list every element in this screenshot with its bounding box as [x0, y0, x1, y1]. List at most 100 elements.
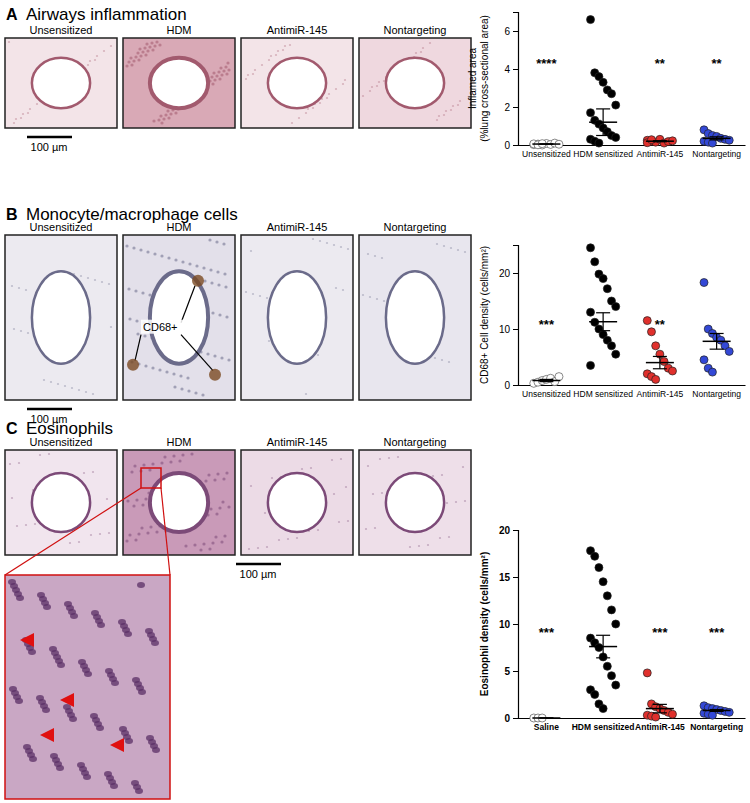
cell-nucleus: [97, 622, 105, 628]
tissue-speckle: [48, 453, 50, 455]
tissue-speckle: [172, 454, 175, 457]
tissue-speckle: [312, 107, 314, 109]
tissue-speckle: [224, 285, 227, 288]
data-point: [591, 691, 599, 699]
plot-marks: [530, 547, 733, 722]
tissue-speckle: [383, 300, 385, 302]
tissue-speckle: [338, 521, 340, 523]
data-point: [725, 136, 733, 144]
tissue-speckle: [222, 242, 225, 245]
tissue-speckle: [342, 289, 344, 291]
y-tick-mark: [513, 145, 518, 146]
tissue-speckle: [227, 68, 230, 71]
tissue-speckle: [226, 61, 229, 64]
tissue-speckle: [160, 461, 163, 464]
error-bar-cap: [539, 381, 553, 382]
tissue-speckle: [130, 63, 133, 66]
tissue-speckle: [143, 334, 146, 337]
x-tick: HDM sensitized: [572, 718, 635, 732]
error-bar: [596, 313, 610, 331]
tissue-speckle: [25, 524, 27, 526]
tissue-speckle: [371, 86, 373, 88]
tissue-speckle: [155, 40, 158, 43]
tissue-speckle: [275, 54, 277, 56]
tissue-speckle: [144, 497, 147, 500]
tissue-speckle: [108, 283, 110, 285]
tissue-speckle: [388, 457, 390, 459]
data-point: [603, 285, 611, 293]
tissue-speckle: [128, 317, 131, 320]
tissue-speckle: [443, 245, 445, 247]
x-tick: Nontargeting: [692, 385, 741, 399]
tissue-speckle: [450, 109, 452, 111]
tissue-speckle: [140, 526, 143, 529]
tissue-speckle: [150, 41, 153, 44]
tissue-speckle: [142, 463, 145, 466]
tissue-speckle: [211, 311, 214, 314]
tissue-speckle: [144, 53, 147, 56]
scale-bar-label: 100 µm: [240, 568, 277, 580]
tissue-speckle: [181, 453, 184, 456]
x-tick-label: Nontargeting: [692, 149, 741, 159]
tissue-speckle: [193, 543, 196, 546]
tissue-speckle: [71, 387, 73, 389]
y-axis-line: [513, 246, 519, 386]
tissue-speckle: [96, 55, 98, 57]
y-tick: 0: [504, 380, 518, 391]
tissue-speckle: [434, 357, 436, 359]
mean-line: [532, 380, 560, 382]
data-point: [587, 244, 595, 252]
tissue-speckle: [135, 319, 138, 322]
tissue-speckle: [94, 59, 96, 61]
tissue-speckle: [462, 466, 464, 468]
tissue-speckle: [132, 504, 135, 507]
tissue-speckle: [101, 281, 103, 283]
tissue-speckle: [222, 477, 225, 480]
tissue-speckle: [146, 531, 149, 534]
tissue-speckle: [259, 295, 261, 297]
tissue-speckle: [36, 103, 38, 105]
data-point: [700, 279, 708, 287]
tissue-speckle: [415, 52, 417, 54]
tissue-speckle: [443, 114, 445, 116]
tissue-speckle: [296, 537, 298, 539]
inset-micrograph: [5, 575, 170, 799]
tissue-speckle: [340, 458, 342, 460]
y-tick: 10: [499, 324, 518, 335]
tissue-speckle: [194, 391, 197, 394]
tissue-speckle: [145, 42, 148, 45]
y-axis-line: [513, 13, 519, 146]
tissue-speckle: [136, 51, 139, 54]
tissue-speckle: [291, 122, 293, 124]
scale-bar-label: 100 µm: [31, 141, 68, 153]
x-tick: Nontargeting: [690, 718, 743, 732]
tissue-speckle: [148, 45, 151, 48]
image-label: Unsensitized: [30, 221, 93, 233]
tissue-speckle: [326, 242, 328, 244]
tissue-speckle: [219, 66, 222, 69]
error-bar-cap: [596, 635, 610, 636]
tissue-speckle: [34, 523, 36, 525]
data-point: [612, 350, 620, 358]
data-point: [599, 578, 607, 586]
tissue-speckle: [209, 268, 212, 271]
tissue-speckle: [167, 116, 170, 119]
tissue-speckle: [278, 539, 280, 541]
tissue-speckle: [187, 389, 190, 392]
tissue-speckle: [83, 472, 85, 474]
tissue-speckle: [216, 270, 219, 273]
tissue-speckle: [169, 112, 172, 115]
error-bar: [539, 143, 553, 144]
tissue-speckle: [157, 118, 160, 121]
data-point: [591, 258, 599, 266]
tissue-speckle: [270, 55, 272, 57]
tissue-speckle: [210, 281, 213, 284]
significance-label: ****: [536, 56, 557, 71]
image-label: Unsensitized: [30, 436, 93, 448]
tissue-speckle: [204, 479, 207, 482]
tissue-speckle: [99, 533, 101, 535]
tissue-speckle: [87, 277, 89, 279]
tissue-speckle: [245, 78, 247, 80]
image-label: AntimiR-145: [267, 24, 328, 36]
tissue-speckle: [441, 359, 443, 361]
